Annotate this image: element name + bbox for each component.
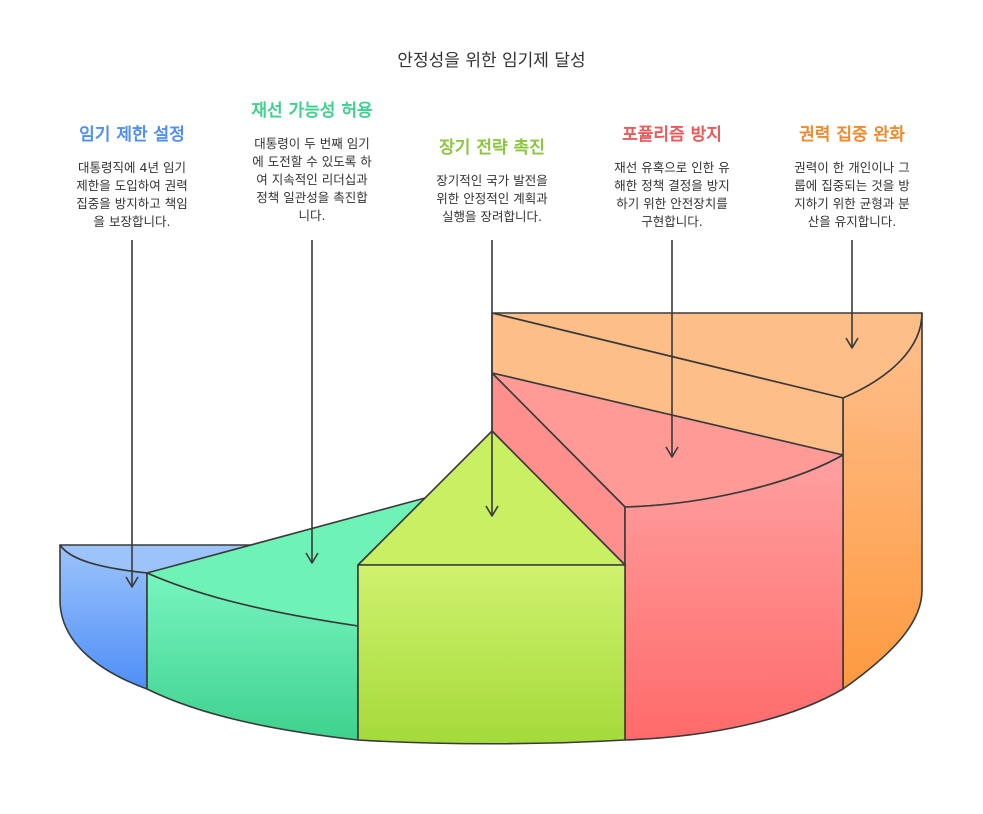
desc-line: 을 보장합니다.: [93, 214, 171, 229]
desc-line: 대통령이 두 번째 임기: [254, 136, 370, 151]
label-long-term: 장기 전략 촉진 장기적인 국가 발전을 위한 안정적인 계획과 실행을 장려합…: [412, 133, 572, 226]
desc-long-term: 장기적인 국가 발전을 위한 안정적인 계획과 실행을 장려합니다.: [412, 172, 572, 226]
desc-line: 지하기 위한 균형과 분: [794, 196, 910, 211]
arrowhead-long-term: [485, 505, 499, 517]
heading-populism: 포퓰리즘 방지: [622, 125, 722, 145]
diagram-title: 안정성을 위한 임기제 달성: [397, 51, 586, 71]
connector-arrows: [125, 240, 859, 588]
label-populism: 포퓰리즘 방지 재선 유혹으로 인한 유 해한 정책 결정을 방지 하기 위한 …: [592, 120, 752, 231]
desc-line: 룹에 집중되는 것을 방: [794, 178, 910, 193]
desc-line: 여 지속적인 리더십과: [256, 172, 368, 187]
desc-line: 에 도전할 수 있도록 하: [252, 154, 372, 169]
desc-line: 산을 유지합니다.: [807, 214, 897, 229]
desc-line: 구현합니다.: [641, 214, 703, 229]
desc-line: 집중을 방지하고 책임: [76, 196, 188, 211]
label-power: 권력 집중 완화 권력이 한 개인이나 그 룹에 집중되는 것을 방 지하기 위…: [772, 120, 932, 231]
desc-line: 니다.: [298, 208, 326, 223]
heading-reelection: 재선 가능성 허용: [251, 101, 373, 121]
arrowhead-power: [845, 337, 859, 349]
desc-line: 대통령직에 4년 임기: [78, 160, 186, 175]
sector-populism: [491, 372, 844, 741]
arrowhead-term-limit: [125, 576, 139, 588]
label-term-limit: 임기 제한 설정 대통령직에 4년 임기 제한을 도입하여 권력 집중을 방지하…: [52, 120, 212, 231]
heading-term-limit: 임기 제한 설정: [79, 125, 185, 145]
desc-line: 해한 정책 결정을 방지: [614, 178, 730, 193]
desc-line: 장기적인 국가 발전을: [436, 173, 548, 188]
desc-reelection: 대통령이 두 번째 임기 에 도전할 수 있도록 하 여 지속적인 리더십과 정…: [232, 135, 392, 225]
sector-power: [491, 312, 923, 690]
desc-populism: 재선 유혹으로 인한 유 해한 정책 결정을 방지 하기 위한 안전장치를 구현…: [592, 159, 752, 231]
arrowhead-populism: [665, 446, 679, 458]
desc-line: 정책 일관성을 촉진합: [256, 190, 368, 205]
desc-power: 권력이 한 개인이나 그 룹에 집중되는 것을 방 지하기 위한 균형과 분 산…: [772, 159, 932, 231]
desc-line: 제한을 도입하여 권력: [76, 178, 188, 193]
label-reelection: 재선 가능성 허용 대통령이 두 번째 임기 에 도전할 수 있도록 하 여 지…: [232, 96, 392, 225]
desc-line: 권력이 한 개인이나 그: [794, 160, 910, 175]
heading-power: 권력 집중 완화: [799, 125, 905, 145]
desc-line: 위한 안정적인 계획과: [436, 191, 548, 206]
desc-line: 재선 유혹으로 인한 유: [614, 160, 730, 175]
desc-line: 실행을 장려합니다.: [442, 209, 542, 224]
desc-term-limit: 대통령직에 4년 임기 제한을 도입하여 권력 집중을 방지하고 책임 을 보장…: [52, 159, 212, 231]
arrowhead-reelection: [305, 552, 319, 564]
heading-long-term: 장기 전략 촉진: [439, 138, 545, 158]
desc-line: 하기 위한 안전장치를: [616, 196, 728, 211]
